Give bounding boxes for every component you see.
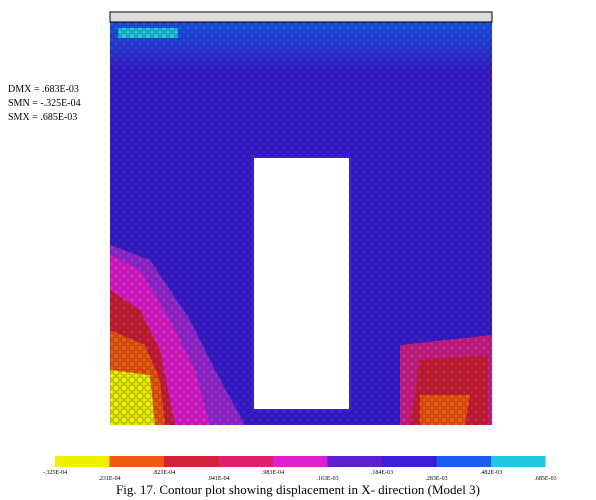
legend-swatch: [273, 456, 328, 467]
legend-label: .685E-03: [534, 476, 556, 482]
summary-line: SMX = .685E-03: [8, 112, 77, 123]
legend-label: .163E-03: [316, 476, 338, 482]
legend-label: .231E-04: [98, 476, 120, 482]
legend-swatch: [491, 456, 546, 467]
legend-label: .983E-04: [262, 470, 284, 476]
legend: -.325E-04 .231E-04 .823E-04 .941E-04 .983E-0…: [43, 456, 557, 482]
legend-label: -.325E-04: [43, 470, 67, 476]
caption: Fig. 17. Contour plot showing displaceme…: [116, 482, 480, 497]
legend-label: .184E-03: [371, 470, 393, 476]
legend-swatch: [164, 456, 219, 467]
legend-swatch: [109, 456, 164, 467]
top-supports: [109, 11, 493, 23]
legend-label: .941E-04: [207, 476, 229, 482]
legend-label: .283E-03: [425, 476, 447, 482]
legend-swatch: [436, 456, 491, 467]
summary-line: DMX = .683E-03: [8, 84, 79, 95]
legend-label: .482E-03: [480, 470, 502, 476]
legend-swatch: [55, 456, 110, 467]
legend-swatch: [218, 456, 273, 467]
opening: [252, 156, 351, 411]
legend-label: .823E-04: [153, 470, 175, 476]
contour-plot: [109, 11, 493, 425]
summary-line: SMN = -.325E-04: [8, 98, 81, 109]
legend-swatch: [382, 456, 437, 467]
legend-swatch: [327, 456, 382, 467]
